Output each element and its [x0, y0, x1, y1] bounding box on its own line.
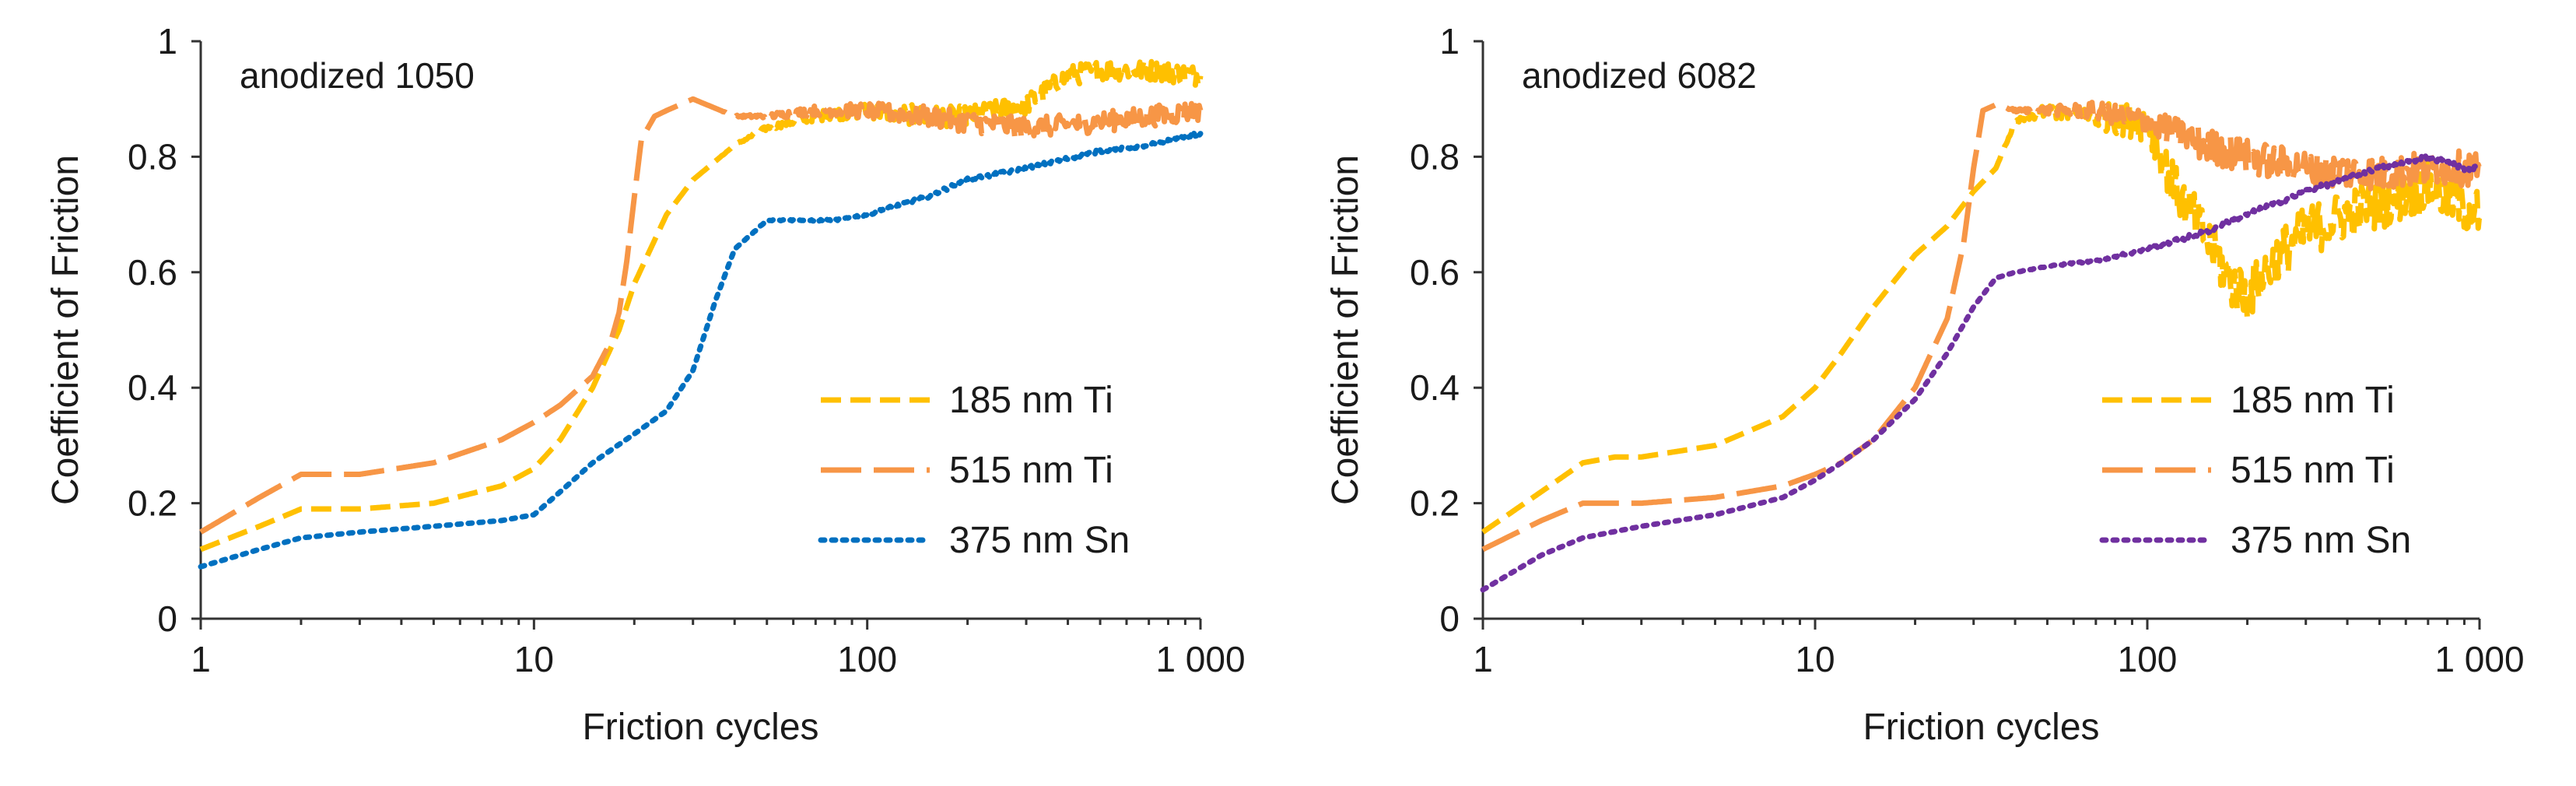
chart-panel-1: 0 0.2 0.4 0.6 0.8 1 1 10 100 1 000 Friction cycles… — [45, 21, 1246, 748]
y-tick-label: 0.8 — [1410, 136, 1460, 177]
series-line-1 — [1481, 101, 2483, 535]
y-tick-label: 0.8 — [128, 136, 177, 177]
y-tick-label: 1 — [1439, 21, 1460, 61]
y-tick-label: 0.2 — [1410, 483, 1460, 524]
legend-label-1: 185 nm Ti — [2231, 380, 2395, 421]
series-line-2 — [199, 96, 1204, 535]
x-tick-label: 1 — [1473, 639, 1493, 679]
series-line-1 — [199, 58, 1204, 553]
x-tick-label: 1 — [191, 639, 211, 679]
y-tick-label: 0 — [157, 598, 177, 639]
y-tick-label: 0.4 — [128, 367, 177, 408]
y-tick-label: 0 — [1439, 598, 1460, 639]
y-tick-label: 0.2 — [128, 483, 177, 524]
y-tick-label: 0.6 — [1410, 252, 1460, 293]
y-tick-label: 0.6 — [128, 252, 177, 293]
legend-label-1: 185 nm Ti — [949, 380, 1113, 421]
series-line-3 — [1480, 152, 2483, 593]
x-axis-title: Friction cycles — [1863, 707, 2099, 748]
chart-panel-2: 0 0.2 0.4 0.6 0.8 1 1 10 100 1 000 Friction cycles… — [1325, 21, 2525, 748]
y-tick-label: 1 — [157, 21, 177, 61]
legend-label-2: 515 nm Ti — [949, 450, 1113, 491]
series-line-3 — [198, 130, 1204, 570]
x-tick-label: 1 000 — [2434, 639, 2524, 679]
x-tick-label: 10 — [514, 639, 554, 679]
y-axis-title: Coefficient of Friction — [45, 155, 86, 505]
legend-label-3: 375 nm Sn — [949, 520, 1130, 561]
x-tick-label: 100 — [837, 639, 897, 679]
series-line-2 — [1481, 100, 2483, 553]
y-axis-title: Coefficient of Friction — [1325, 155, 1366, 505]
x-tick-label: 100 — [2118, 639, 2178, 679]
panel-title: anodized 6082 — [1522, 55, 1757, 96]
x-tick-label: 1 000 — [1155, 639, 1245, 679]
x-tick-label: 10 — [1795, 639, 1835, 679]
legend-label-3: 375 nm Sn — [2231, 520, 2411, 561]
panel-title: anodized 1050 — [240, 55, 475, 96]
legend-label-2: 515 nm Ti — [2231, 450, 2395, 491]
x-axis-title: Friction cycles — [582, 707, 818, 748]
y-tick-label: 0.4 — [1410, 367, 1460, 408]
